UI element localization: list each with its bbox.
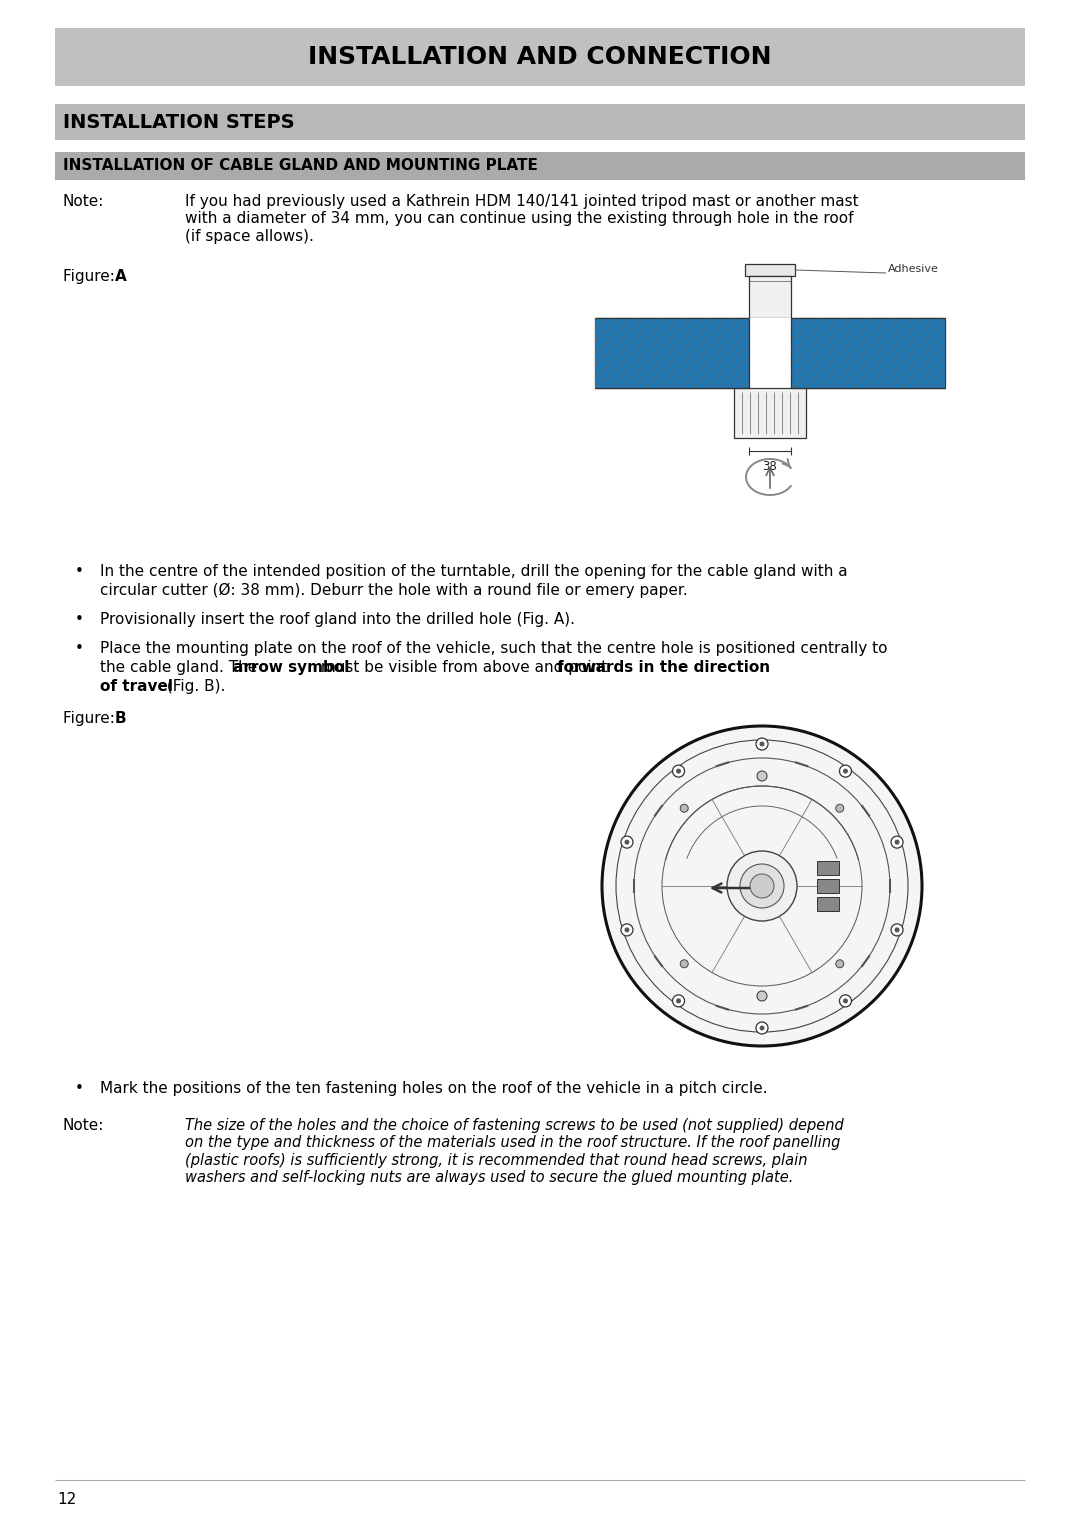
Text: A: A <box>114 270 126 283</box>
Bar <box>734 389 806 437</box>
Circle shape <box>891 837 903 849</box>
Circle shape <box>839 995 851 1007</box>
Circle shape <box>894 840 900 844</box>
Text: The size of the holes and the choice of fastening screws to be used (not supplie: The size of the holes and the choice of … <box>185 1119 843 1186</box>
Bar <box>55 152 1025 180</box>
Circle shape <box>891 924 903 936</box>
Text: the cable gland. The: the cable gland. The <box>100 660 262 675</box>
Circle shape <box>757 991 767 1001</box>
Circle shape <box>839 765 851 777</box>
Text: Figure:: Figure: <box>63 270 120 283</box>
Bar <box>816 861 839 875</box>
Text: circular cutter (Ø: 38 mm). Deburr the hole with a round file or emery paper.: circular cutter (Ø: 38 mm). Deburr the h… <box>100 584 688 599</box>
Text: Mark the positions of the ten fastening holes on the roof of the vehicle in a pi: Mark the positions of the ten fastening … <box>100 1081 768 1096</box>
Bar <box>791 319 945 389</box>
Bar <box>595 319 750 389</box>
Circle shape <box>676 998 681 1003</box>
Text: arrow symbol: arrow symbol <box>233 660 350 675</box>
Text: •: • <box>75 613 84 626</box>
Text: Provisionally insert the roof gland into the drilled hole (Fig. A).: Provisionally insert the roof gland into… <box>100 613 575 626</box>
Text: 38: 38 <box>762 460 778 472</box>
Circle shape <box>727 850 797 920</box>
Circle shape <box>624 840 630 844</box>
Circle shape <box>602 725 922 1045</box>
Bar <box>816 879 839 893</box>
Text: B: B <box>114 712 126 725</box>
Bar <box>55 104 1025 140</box>
Bar <box>750 319 791 389</box>
Circle shape <box>673 995 685 1007</box>
Text: Note:: Note: <box>63 1119 105 1132</box>
Text: Place the mounting plate on the roof of the vehicle, such that the centre hole i: Place the mounting plate on the roof of … <box>100 642 888 655</box>
Circle shape <box>894 928 900 933</box>
Circle shape <box>836 960 843 968</box>
Circle shape <box>621 837 633 849</box>
Text: 12: 12 <box>57 1492 77 1507</box>
Text: Note:: Note: <box>63 194 105 209</box>
Circle shape <box>757 771 767 780</box>
Text: Adhesive: Adhesive <box>888 264 939 274</box>
Text: (Fig. B).: (Fig. B). <box>162 680 226 693</box>
Text: •: • <box>75 564 84 579</box>
Circle shape <box>836 805 843 812</box>
Text: of travel: of travel <box>100 680 173 693</box>
Circle shape <box>750 873 774 898</box>
Circle shape <box>740 864 784 908</box>
Circle shape <box>680 960 688 968</box>
Bar <box>55 27 1025 85</box>
Circle shape <box>759 742 765 747</box>
Circle shape <box>624 928 630 933</box>
Bar <box>595 319 750 389</box>
Text: must be visible from above and point: must be visible from above and point <box>316 660 612 675</box>
Bar <box>816 898 839 911</box>
Bar <box>750 276 791 319</box>
Text: •: • <box>75 642 84 655</box>
Bar <box>791 319 945 389</box>
Circle shape <box>621 924 633 936</box>
Circle shape <box>676 768 681 774</box>
Circle shape <box>673 765 685 777</box>
Text: INSTALLATION OF CABLE GLAND AND MOUNTING PLATE: INSTALLATION OF CABLE GLAND AND MOUNTING… <box>63 158 538 174</box>
Circle shape <box>759 1026 765 1030</box>
Text: In the centre of the intended position of the turntable, drill the opening for t: In the centre of the intended position o… <box>100 564 848 579</box>
Text: INSTALLATION AND CONNECTION: INSTALLATION AND CONNECTION <box>308 46 772 69</box>
Text: forwards in the direction: forwards in the direction <box>557 660 770 675</box>
Text: •: • <box>75 1081 84 1096</box>
Text: If you had previously used a Kathrein HDM 140/141 jointed tripod mast or another: If you had previously used a Kathrein HD… <box>185 194 859 244</box>
Circle shape <box>756 738 768 750</box>
Text: INSTALLATION STEPS: INSTALLATION STEPS <box>63 113 295 131</box>
Circle shape <box>756 1023 768 1033</box>
Bar <box>745 264 795 276</box>
Circle shape <box>680 805 688 812</box>
Text: Figure:: Figure: <box>63 712 120 725</box>
Circle shape <box>843 768 848 774</box>
Circle shape <box>843 998 848 1003</box>
